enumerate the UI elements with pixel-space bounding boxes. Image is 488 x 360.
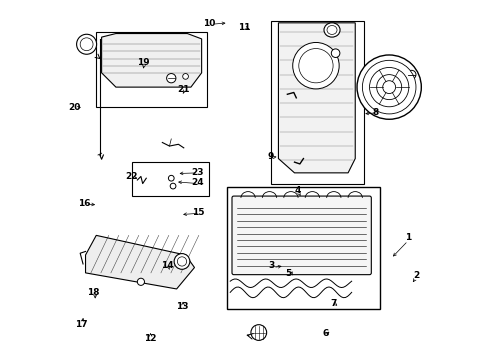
Text: 17: 17 — [75, 320, 87, 329]
Circle shape — [376, 75, 401, 100]
Circle shape — [250, 325, 266, 341]
Circle shape — [174, 253, 189, 269]
Text: 18: 18 — [87, 288, 100, 297]
Ellipse shape — [324, 23, 339, 37]
Circle shape — [183, 73, 188, 79]
Text: 19: 19 — [137, 58, 150, 67]
Circle shape — [356, 55, 421, 119]
Text: 23: 23 — [191, 168, 203, 177]
Circle shape — [382, 81, 395, 94]
Circle shape — [292, 42, 339, 89]
Polygon shape — [102, 33, 201, 87]
Circle shape — [177, 257, 186, 266]
Circle shape — [166, 73, 176, 83]
Text: 4: 4 — [294, 186, 300, 195]
Text: 3: 3 — [267, 261, 274, 270]
Text: 22: 22 — [125, 172, 137, 181]
Circle shape — [298, 49, 332, 83]
Text: 16: 16 — [78, 199, 91, 208]
Circle shape — [137, 278, 144, 285]
Circle shape — [331, 49, 339, 58]
Text: 20: 20 — [68, 103, 81, 112]
Text: 11: 11 — [238, 23, 250, 32]
Circle shape — [168, 175, 174, 181]
Text: 13: 13 — [175, 302, 188, 311]
Text: 2: 2 — [412, 271, 418, 280]
Text: 14: 14 — [161, 261, 174, 270]
Circle shape — [77, 34, 97, 54]
Bar — [271, 21, 364, 184]
Circle shape — [407, 70, 415, 79]
Bar — [226, 187, 380, 309]
Text: 21: 21 — [177, 85, 190, 94]
Polygon shape — [278, 23, 354, 173]
Circle shape — [80, 38, 93, 51]
Ellipse shape — [326, 26, 336, 35]
Circle shape — [369, 67, 408, 107]
Bar — [96, 32, 206, 107]
Bar — [132, 162, 208, 196]
Text: 12: 12 — [143, 334, 156, 343]
Circle shape — [170, 183, 176, 189]
Text: 24: 24 — [191, 178, 203, 187]
Text: 8: 8 — [372, 108, 378, 117]
Text: 9: 9 — [267, 152, 274, 161]
Polygon shape — [85, 235, 194, 289]
Text: 15: 15 — [192, 208, 204, 217]
FancyBboxPatch shape — [231, 196, 370, 275]
Text: 5: 5 — [285, 269, 291, 278]
Text: 7: 7 — [329, 299, 336, 308]
Text: 1: 1 — [404, 233, 410, 242]
Text: 6: 6 — [322, 329, 328, 338]
Text: 10: 10 — [202, 19, 215, 28]
Circle shape — [362, 60, 415, 114]
